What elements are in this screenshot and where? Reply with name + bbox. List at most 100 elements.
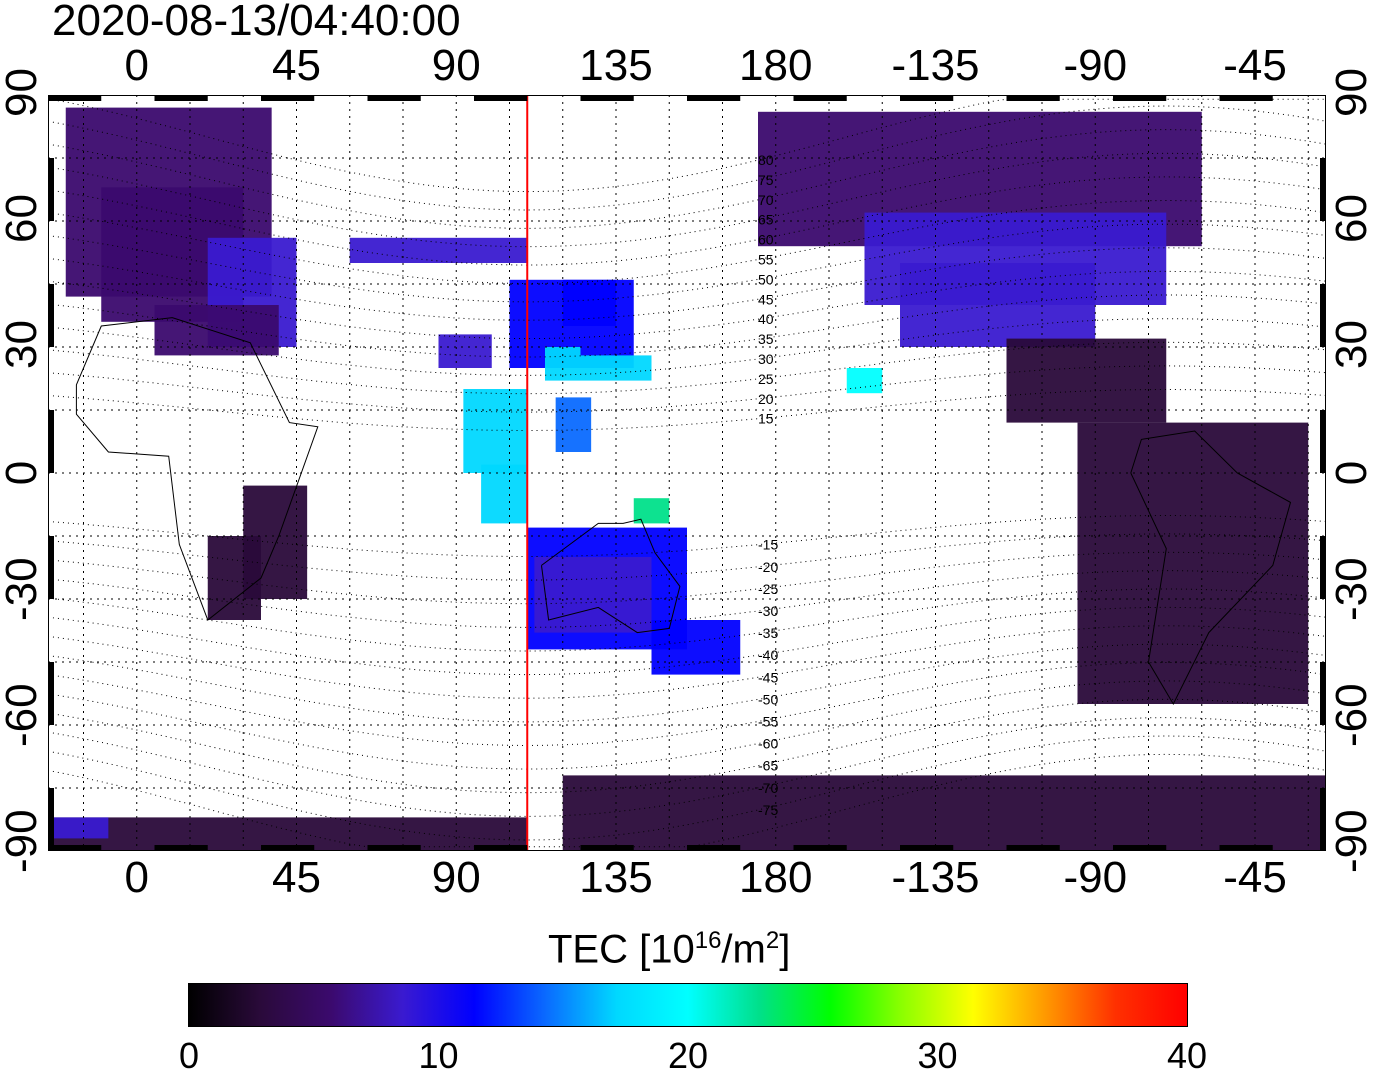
tec-patch-25 [562,775,1326,851]
frame-bar-right [1320,284,1326,347]
tec-patch-20 [900,263,1096,347]
maglat-label-north-6: 50 [758,271,774,287]
frame-bar-top [900,95,954,101]
colorbar-tick-4: 40 [1166,1035,1208,1076]
colorbar-tick-0: 0 [178,1035,200,1076]
maglat-label-south-7: -50 [758,691,778,707]
maglat-label-north-5: 55 [758,252,774,268]
frame-bar-top [1113,95,1167,101]
maglat-label-south-2: -25 [758,581,778,597]
maglat-label-north-4: 60 [758,232,774,248]
top-lon-tick-7: -45 [1223,41,1287,90]
frame-bar-left [48,662,54,725]
frame-bar-top [687,95,741,101]
frame-bar-bottom [687,845,741,851]
tec-patch-4 [349,237,528,263]
coastline-2 [1130,430,1292,706]
maglat-label-north-11: 25 [758,371,774,387]
frame-bar-right [1320,536,1326,599]
maglat-label-south-5: -40 [758,647,778,663]
maglat-label-north-1: 75 [758,172,774,188]
maglat-label-north-3: 65 [758,212,774,228]
bottom-lon-tick-2: 90 [431,853,481,902]
maglat-contour [48,294,1326,358]
left-lat-tick-1: 60 [0,194,46,243]
bottom-lon-tick-5: -135 [891,853,980,902]
tec-patch-21 [1006,338,1167,423]
frame-bar-left [48,284,54,347]
maglat-contour [48,247,1326,321]
frame-bar-right [1320,158,1326,221]
frame-bar-bottom [580,845,634,851]
maglat-contour [48,606,1326,676]
maglat-label-south-6: -45 [758,669,778,685]
frame-bar-left [48,788,54,851]
frame-bar-top [580,95,634,101]
tec-patch-27 [48,817,109,839]
tec-patch-5 [438,334,492,368]
top-lon-tick-3: 135 [579,41,653,90]
right-lat-tick-3: 0 [1327,460,1374,486]
tec-patch-15 [534,557,652,633]
maglat-label-south-10: -65 [758,758,778,774]
colorbar-tick-1: 10 [418,1035,459,1076]
lat-lon-grid [48,95,1326,851]
frame-bar-bottom [474,845,528,851]
tec-patch-11 [481,464,528,524]
map-frame [48,95,1326,851]
top-lon-tick-1: 45 [272,41,321,90]
colorbar-label-unit-exponent: 2 [765,927,780,954]
maglat-contour [48,588,1326,652]
maglat-label-south-0: -15 [758,537,778,553]
colorbar-label-main: TEC [10 [548,927,695,972]
left-lat-tick-6: -90 [0,809,46,873]
tec-patch-10 [463,389,528,473]
bottom-lon-tick-7: -45 [1223,853,1287,902]
frame-bar-bottom [793,845,847,851]
top-lon-tick-5: -135 [891,41,980,90]
bottom-lon-tick-1: 45 [272,853,321,902]
tec-patch-16 [651,620,741,675]
maglat-label-north-9: 35 [758,331,774,347]
coastline-0 [75,317,319,621]
tec-data-layer [48,107,1326,851]
tec-patch-22 [1077,422,1309,704]
maglat-label-south-3: -30 [758,603,778,619]
tec-patch-24 [243,485,308,599]
frame-bar-right [1320,788,1326,851]
left-lat-tick-4: -30 [0,557,46,621]
maglat-label-south-11: -70 [758,780,778,796]
right-lat-tick-6: -90 [1327,809,1374,873]
left-lat-tick-2: 30 [0,320,46,369]
colorbar-label-exponent: 16 [694,927,722,954]
left-lat-tick-5: -60 [0,683,46,747]
frame-bar-right [1320,662,1326,725]
maglat-label-south-1: -20 [758,559,778,575]
maglat-contour [48,661,1326,747]
figure-title: 2020-08-13/04:40:00 [52,0,461,45]
frame-bar-bottom [900,845,954,851]
maglat-label-north-10: 30 [758,351,774,367]
top-lon-tick-6: -90 [1063,41,1128,90]
frame-bar-bottom [48,845,102,851]
frame-bar-bottom [367,845,421,851]
frame-bar-bottom [1219,845,1273,851]
colorbar-label-close: ] [779,927,791,972]
top-lon-tick-4: 180 [739,41,813,90]
frame-bar-top [48,95,102,101]
maglat-label-south-12: -75 [758,802,778,818]
right-lat-tick-5: -60 [1327,683,1374,747]
colorbar-label: TEC [1016/m2] [548,918,790,972]
maglat-contour [48,625,1326,699]
colorbar-label-unit: /m [721,927,766,972]
maglat-label-north-12: 20 [758,391,774,407]
frame-bar-right [1320,410,1326,473]
left-lat-tick-0: 90 [0,68,46,117]
right-lat-tick-0: 90 [1327,68,1374,117]
maglat-label-south-8: -55 [758,714,778,730]
maglat-label-north-13: 15 [758,411,774,427]
tec-patch-12 [555,397,592,452]
maglat-label-north-2: 70 [758,192,774,208]
frame-bar-top [1219,95,1273,101]
left-lat-tick-3: 0 [0,460,46,486]
